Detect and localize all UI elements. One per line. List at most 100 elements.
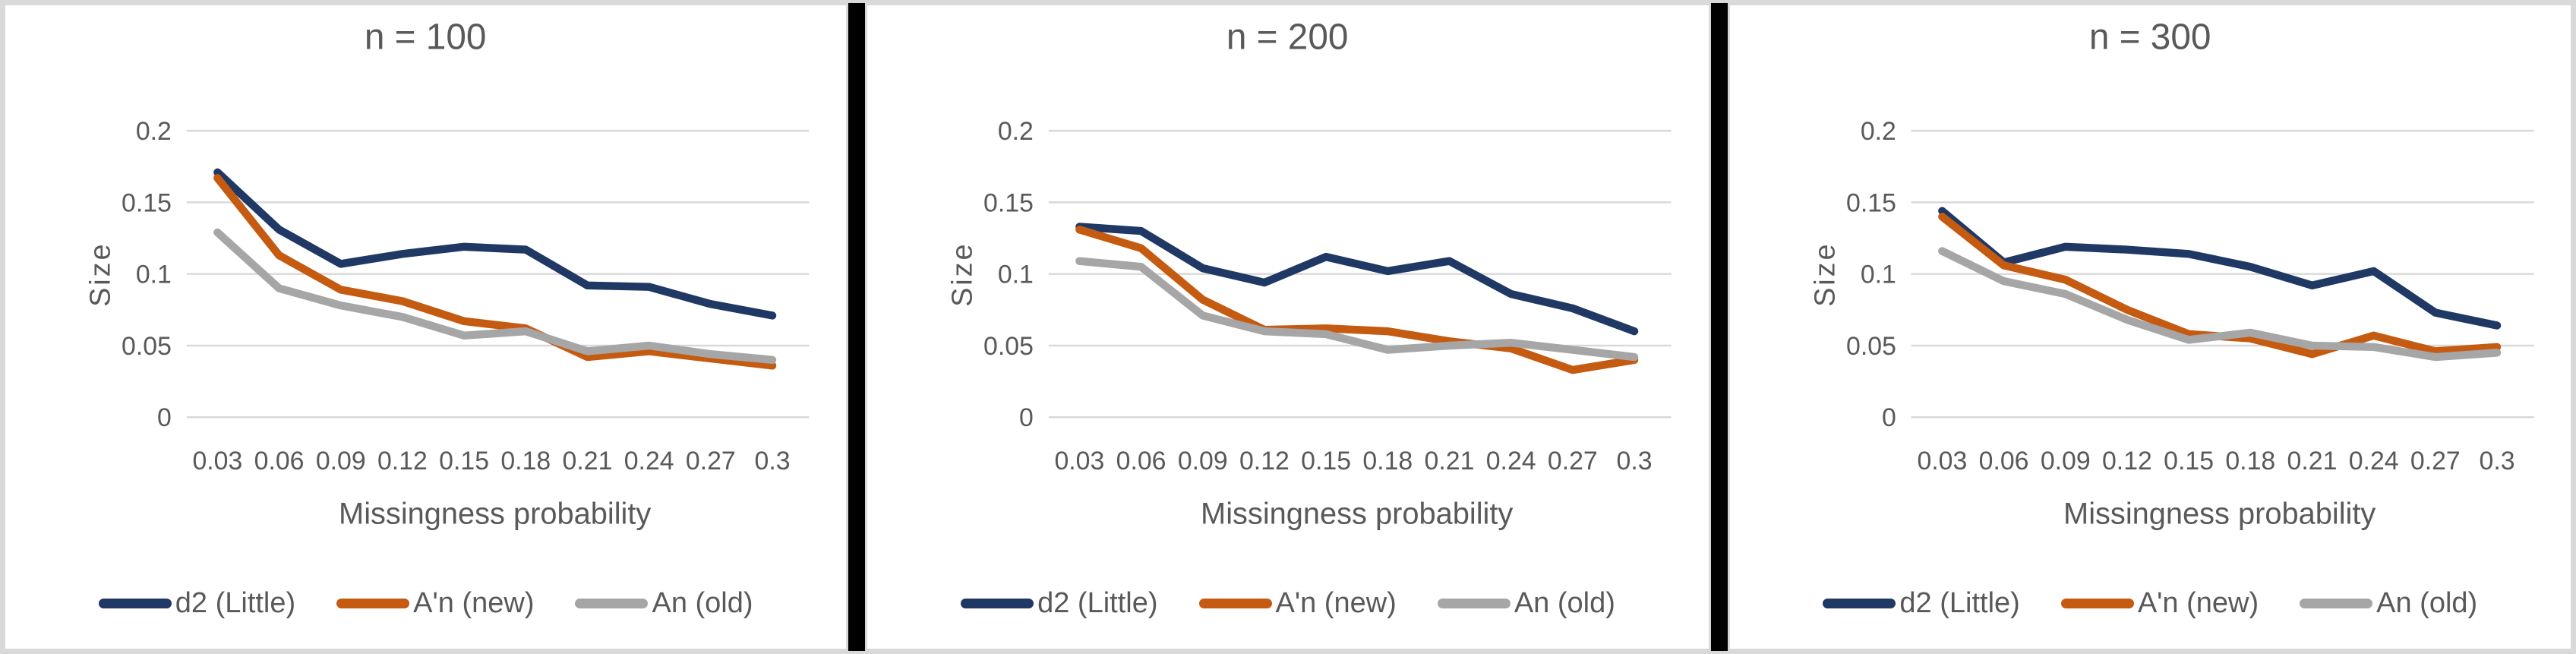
series-line-an-old: [213, 228, 777, 365]
x-axis-tick-label: 0.06: [254, 447, 305, 475]
x-axis-tick-label: 0.15: [439, 447, 489, 475]
x-axis-tick-label: 0.12: [2102, 447, 2152, 475]
x-axis-tick-label: 0.03: [1055, 447, 1105, 475]
y-axis-tick-label: 0.05: [122, 332, 172, 361]
line-chart-n200: n = 200 0.2 0.15 0.1 0.05 0 Size 0.03 0.06 0.09 0.…: [947, 17, 1672, 531]
x-axis-tick-label: 0.27: [2410, 447, 2461, 475]
series-line-d2-little: [1075, 223, 1639, 336]
legend-item-d2-little: d2 (Little): [1823, 587, 2020, 620]
x-axis-tick-label: 0.09: [316, 447, 366, 475]
chart-title: n = 200: [1226, 17, 1349, 58]
y-axis-tick-label: 0.2: [136, 117, 172, 146]
y-axis-title: Size: [947, 242, 979, 306]
x-axis-title: Missingness probability: [1201, 498, 1513, 531]
legend-label: d2 (Little): [1899, 587, 2020, 619]
x-axis-tick-label: 0.06: [1978, 447, 2028, 475]
x-axis-tick-label: 0.18: [1363, 447, 1413, 475]
x-axis-tick-label: 0.06: [1116, 447, 1166, 475]
legend-label: An (old): [1514, 587, 1615, 619]
y-axis-tick-label: 0: [1019, 403, 1034, 432]
legend-item-d2-little: d2 (Little): [98, 587, 296, 620]
legend-label: d2 (Little): [175, 587, 296, 619]
y-axis-tick-label: 0.15: [983, 188, 1034, 217]
legend-item-an-old: An (old): [1437, 587, 1615, 620]
x-axis-tick-label: 0.3: [755, 447, 791, 475]
y-axis-tick-label: 0.15: [122, 188, 172, 217]
y-axis-tick-label: 0: [157, 403, 172, 432]
x-axis-tick-label: 0.27: [1548, 447, 1598, 475]
y-axis-tick-label: 0.2: [998, 117, 1034, 146]
legend-item-an-new: A'n (new): [1198, 587, 1397, 620]
y-axis-title: Size: [84, 242, 116, 306]
x-axis-tick-label: 0.21: [563, 447, 613, 475]
legend-line-swatch: [2300, 599, 2373, 608]
chart-panel-n200: n = 200 0.2 0.15 0.1 0.05 0 Size 0.03 0.06 0.09 0.…: [865, 3, 1711, 651]
x-axis-tick-label: 0.03: [1917, 447, 1967, 475]
line-chart-n300: n = 300 0.2 0.15 0.1 0.05 0 Size 0.03 0.06 0.09 0.…: [1809, 17, 2534, 531]
chart-title: n = 300: [2088, 17, 2211, 58]
legend-item-an-new: A'n (new): [2060, 587, 2259, 620]
y-axis-tick-label: 0: [1882, 403, 1896, 432]
chart-panel-n300: n = 300 0.2 0.15 0.1 0.05 0 Size 0.03 0.06 0.09 0.…: [1727, 3, 2573, 651]
legend-label: A'n (new): [2137, 587, 2259, 619]
legend-line-swatch: [961, 599, 1034, 608]
x-axis-title: Missingness probability: [2063, 498, 2376, 531]
legend-item-an-new: A'n (new): [336, 587, 534, 620]
x-axis-tick-label: 0.15: [1302, 447, 1352, 475]
x-axis-tick-label: 0.12: [1239, 447, 1290, 475]
y-axis-title: Size: [1809, 242, 1841, 306]
x-axis-tick-label: 0.24: [624, 447, 674, 475]
x-axis-tick-label: 0.24: [1486, 447, 1536, 475]
legend-label: A'n (new): [1275, 587, 1397, 619]
chart-panel-n100: n = 100 0.2 0.15 0.1 0.05 0 Size 0.03 0.06 0.09 0.…: [3, 3, 849, 651]
x-axis-tick-label: 0.09: [2040, 447, 2090, 475]
chart-legend: d2 (Little) A'n (new) An (old): [867, 587, 1708, 620]
x-axis-tick-label: 0.21: [1425, 447, 1475, 475]
chart-title: n = 100: [365, 17, 487, 58]
x-axis-tick-label: 0.21: [2287, 447, 2337, 475]
legend-line-swatch: [2060, 599, 2134, 608]
y-axis-tick-label: 0.05: [1846, 332, 1896, 361]
x-axis-tick-label: 0.03: [192, 447, 242, 475]
x-axis-tick-label: 0.18: [2225, 447, 2275, 475]
series-line-an-old: [1075, 257, 1639, 362]
x-axis-tick-label: 0.12: [377, 447, 428, 475]
y-axis-tick-label: 0.15: [1846, 188, 1896, 217]
legend-item-d2-little: d2 (Little): [961, 587, 1158, 620]
legend-label: d2 (Little): [1037, 587, 1158, 619]
series-line-d2-little: [1937, 207, 2501, 330]
x-axis-tick-label: 0.09: [1178, 447, 1228, 475]
series-line-an-new: [1075, 226, 1639, 374]
legend-line-swatch: [1198, 599, 1272, 608]
x-axis-tick-label: 0.18: [500, 447, 551, 475]
legend-item-an-old: An (old): [575, 587, 753, 620]
legend-item-an-old: An (old): [2300, 587, 2477, 620]
legend-line-swatch: [98, 599, 172, 608]
x-axis-title: Missingness probability: [339, 498, 651, 531]
y-axis-tick-label: 0.05: [983, 332, 1034, 361]
x-axis-tick-label: 0.15: [2164, 447, 2214, 475]
legend-line-swatch: [336, 599, 410, 608]
legend-label: An (old): [2376, 587, 2478, 619]
y-axis-tick-label: 0.2: [1861, 117, 1896, 146]
legend-line-swatch: [1823, 599, 1896, 608]
charts-row: n = 100 0.2 0.15 0.1 0.05 0 Size 0.03 0.06 0.09 0.…: [3, 3, 2573, 651]
legend-line-swatch: [575, 599, 649, 608]
chart-legend: d2 (Little) A'n (new) An (old): [5, 587, 846, 620]
x-axis-tick-label: 0.27: [686, 447, 736, 475]
legend-label: A'n (new): [413, 587, 535, 619]
legend-line-swatch: [1437, 599, 1511, 608]
x-axis-tick-label: 0.3: [2479, 447, 2514, 475]
series-line-d2-little: [213, 168, 777, 320]
y-axis-tick-label: 0.1: [998, 261, 1034, 289]
x-axis-tick-label: 0.24: [2348, 447, 2398, 475]
chart-legend: d2 (Little) A'n (new) An (old): [1730, 587, 2571, 620]
y-axis-tick-label: 0.1: [136, 261, 172, 289]
legend-label: An (old): [652, 587, 753, 619]
line-chart-n100: n = 100 0.2 0.15 0.1 0.05 0 Size 0.03 0.06 0.09 0.…: [84, 17, 810, 531]
x-axis-tick-label: 0.3: [1617, 447, 1653, 475]
series-line-an-new: [213, 174, 777, 370]
series-line-an-old: [1937, 247, 2501, 362]
y-axis-tick-label: 0.1: [1861, 261, 1896, 289]
